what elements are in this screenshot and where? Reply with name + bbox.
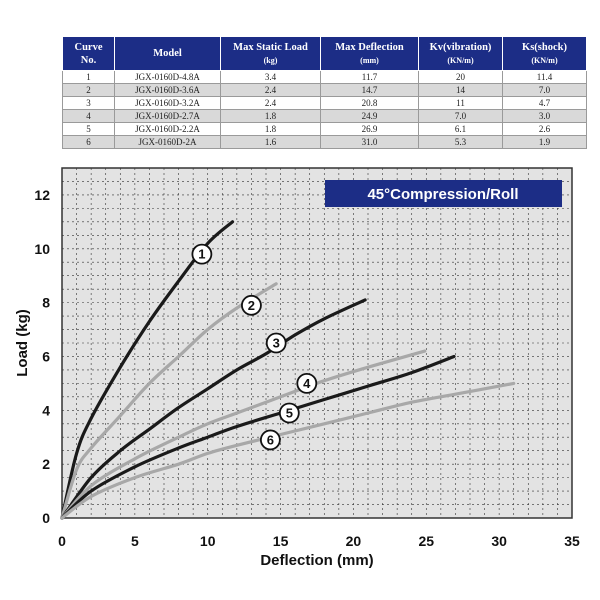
cell-ks: 2.6 bbox=[502, 122, 587, 136]
cell-curve: 6 bbox=[62, 135, 115, 149]
cell-curve: 1 bbox=[62, 70, 115, 84]
x-tick-label: 10 bbox=[200, 533, 216, 549]
x-tick-label: 0 bbox=[58, 533, 66, 549]
x-tick-label: 20 bbox=[346, 533, 362, 549]
header-max-static-load: Max Static Load (kg) bbox=[220, 36, 321, 71]
cell-curve: 5 bbox=[62, 122, 115, 136]
cell-kv: 14 bbox=[418, 83, 503, 97]
cell-load: 1.6 bbox=[220, 135, 321, 149]
series-line-5 bbox=[60, 354, 456, 520]
header-kv: Kv(vibration) (KN/m) bbox=[418, 36, 503, 71]
curve-label-4: 4 bbox=[296, 372, 318, 394]
cell-kv: 7.0 bbox=[418, 109, 503, 123]
cell-kv: 20 bbox=[418, 70, 503, 84]
curve-label-6: 6 bbox=[259, 429, 281, 451]
cell-kv: 5.3 bbox=[418, 135, 503, 149]
x-tick-label: 30 bbox=[491, 533, 507, 549]
x-tick-label: 15 bbox=[273, 533, 289, 549]
cell-deflection: 11.7 bbox=[320, 70, 419, 84]
y-tick-label: 4 bbox=[42, 402, 50, 418]
table-row: 1 JGX-0160D-4.8A 3.4 11.7 20 11.4 bbox=[62, 70, 587, 84]
curve-label-number: 5 bbox=[286, 406, 293, 421]
y-axis-title: Load (kg) bbox=[14, 309, 31, 377]
chart-title-banner: 45°Compression/Roll bbox=[325, 180, 562, 207]
x-tick-label: 35 bbox=[564, 533, 580, 549]
table-row: 3 JGX-0160D-3.2A 2.4 20.8 11 4.7 bbox=[62, 96, 587, 110]
curve-label-number: 3 bbox=[273, 336, 280, 351]
cell-model: JGX-0160D-4.8A bbox=[114, 70, 221, 84]
curve-label-3: 3 bbox=[265, 332, 287, 354]
spec-table: Curve No. Model Max Static Load (kg) Max D… bbox=[62, 36, 587, 149]
cell-kv: 6.1 bbox=[418, 122, 503, 136]
cell-load: 2.4 bbox=[220, 96, 321, 110]
cell-deflection: 24.9 bbox=[320, 109, 419, 123]
cell-model: JGX-0160D-3.6A bbox=[114, 83, 221, 97]
cell-model: JGX-0160D-2.2A bbox=[114, 122, 221, 136]
cell-curve: 4 bbox=[62, 109, 115, 123]
x-tick-label: 5 bbox=[131, 533, 139, 549]
cell-ks: 7.0 bbox=[502, 83, 587, 97]
curve-label-number: 2 bbox=[248, 298, 255, 313]
table-row: 2 JGX-0160D-3.6A 2.4 14.7 14 7.0 bbox=[62, 83, 587, 97]
series-line-6 bbox=[60, 381, 516, 520]
cell-kv: 11 bbox=[418, 96, 503, 110]
curve-label-circle bbox=[241, 294, 262, 316]
curve-label-number: 1 bbox=[198, 247, 205, 262]
curve-label-1: 1 bbox=[191, 243, 213, 265]
y-tick-label: 2 bbox=[42, 456, 50, 472]
header-max-deflection: Max Deflection (mm) bbox=[320, 36, 419, 71]
cell-deflection: 20.8 bbox=[320, 96, 419, 110]
cell-load: 2.4 bbox=[220, 83, 321, 97]
cell-model: JGX-0160D-2A bbox=[114, 135, 221, 149]
table-header-row: Curve No. Model Max Static Load (kg) Max D… bbox=[62, 36, 587, 71]
title-banner-background bbox=[325, 180, 562, 207]
table-row: 6 JGX-0160D-2A 1.6 31.0 5.3 1.9 bbox=[62, 135, 587, 149]
curve-label-circle bbox=[278, 402, 300, 424]
y-tick-label: 0 bbox=[42, 510, 50, 526]
cell-model: JGX-0160D-2.7A bbox=[114, 109, 221, 123]
x-tick-label: 25 bbox=[418, 533, 434, 549]
header-model: Model bbox=[114, 36, 221, 71]
cell-ks: 3.0 bbox=[502, 109, 587, 123]
cell-curve: 2 bbox=[62, 83, 115, 97]
y-tick-label: 8 bbox=[42, 295, 50, 311]
series-line-2 bbox=[60, 282, 278, 520]
y-tick-label: 10 bbox=[34, 241, 50, 257]
table-row: 5 JGX-0160D-2.2A 1.8 26.9 6.1 2.6 bbox=[62, 122, 587, 136]
cell-load: 3.4 bbox=[220, 70, 321, 84]
cell-deflection: 14.7 bbox=[320, 83, 419, 97]
curve-label-number: 4 bbox=[303, 376, 311, 391]
cell-load: 1.8 bbox=[220, 122, 321, 136]
curve-label-circle bbox=[296, 372, 318, 394]
cell-ks: 4.7 bbox=[502, 96, 587, 110]
curve-labels: 1 2 3 456 bbox=[191, 243, 318, 451]
series-line-3 bbox=[60, 298, 367, 520]
cell-model: JGX-0160D-3.2A bbox=[114, 96, 221, 110]
series-lines bbox=[60, 220, 516, 520]
cell-curve: 3 bbox=[62, 96, 115, 110]
curve-label-circle bbox=[265, 332, 287, 354]
y-tick-label: 6 bbox=[42, 348, 50, 364]
curve-label-circle bbox=[191, 243, 213, 265]
cell-ks: 11.4 bbox=[502, 70, 587, 84]
series-line-4 bbox=[60, 349, 427, 520]
cell-ks: 1.9 bbox=[502, 135, 587, 149]
curve-label-number: 6 bbox=[267, 432, 274, 447]
cell-load: 1.8 bbox=[220, 109, 321, 123]
cell-deflection: 31.0 bbox=[320, 135, 419, 149]
cell-deflection: 26.9 bbox=[320, 122, 419, 136]
x-axis-title: Deflection (mm) bbox=[260, 552, 373, 569]
curve-label-circle bbox=[259, 429, 281, 451]
curve-label-2: 2 bbox=[241, 294, 262, 316]
curve-label-5: 5 bbox=[278, 402, 300, 424]
chart-title: 45°Compression/Roll bbox=[367, 186, 518, 203]
y-tick-label: 12 bbox=[34, 187, 50, 203]
header-ks: Ks(shock) (KN/m) bbox=[502, 36, 587, 71]
header-curve: Curve No. bbox=[62, 36, 115, 71]
table-row: 4 JGX-0160D-2.7A 1.8 24.9 7.0 3.0 bbox=[62, 109, 587, 123]
